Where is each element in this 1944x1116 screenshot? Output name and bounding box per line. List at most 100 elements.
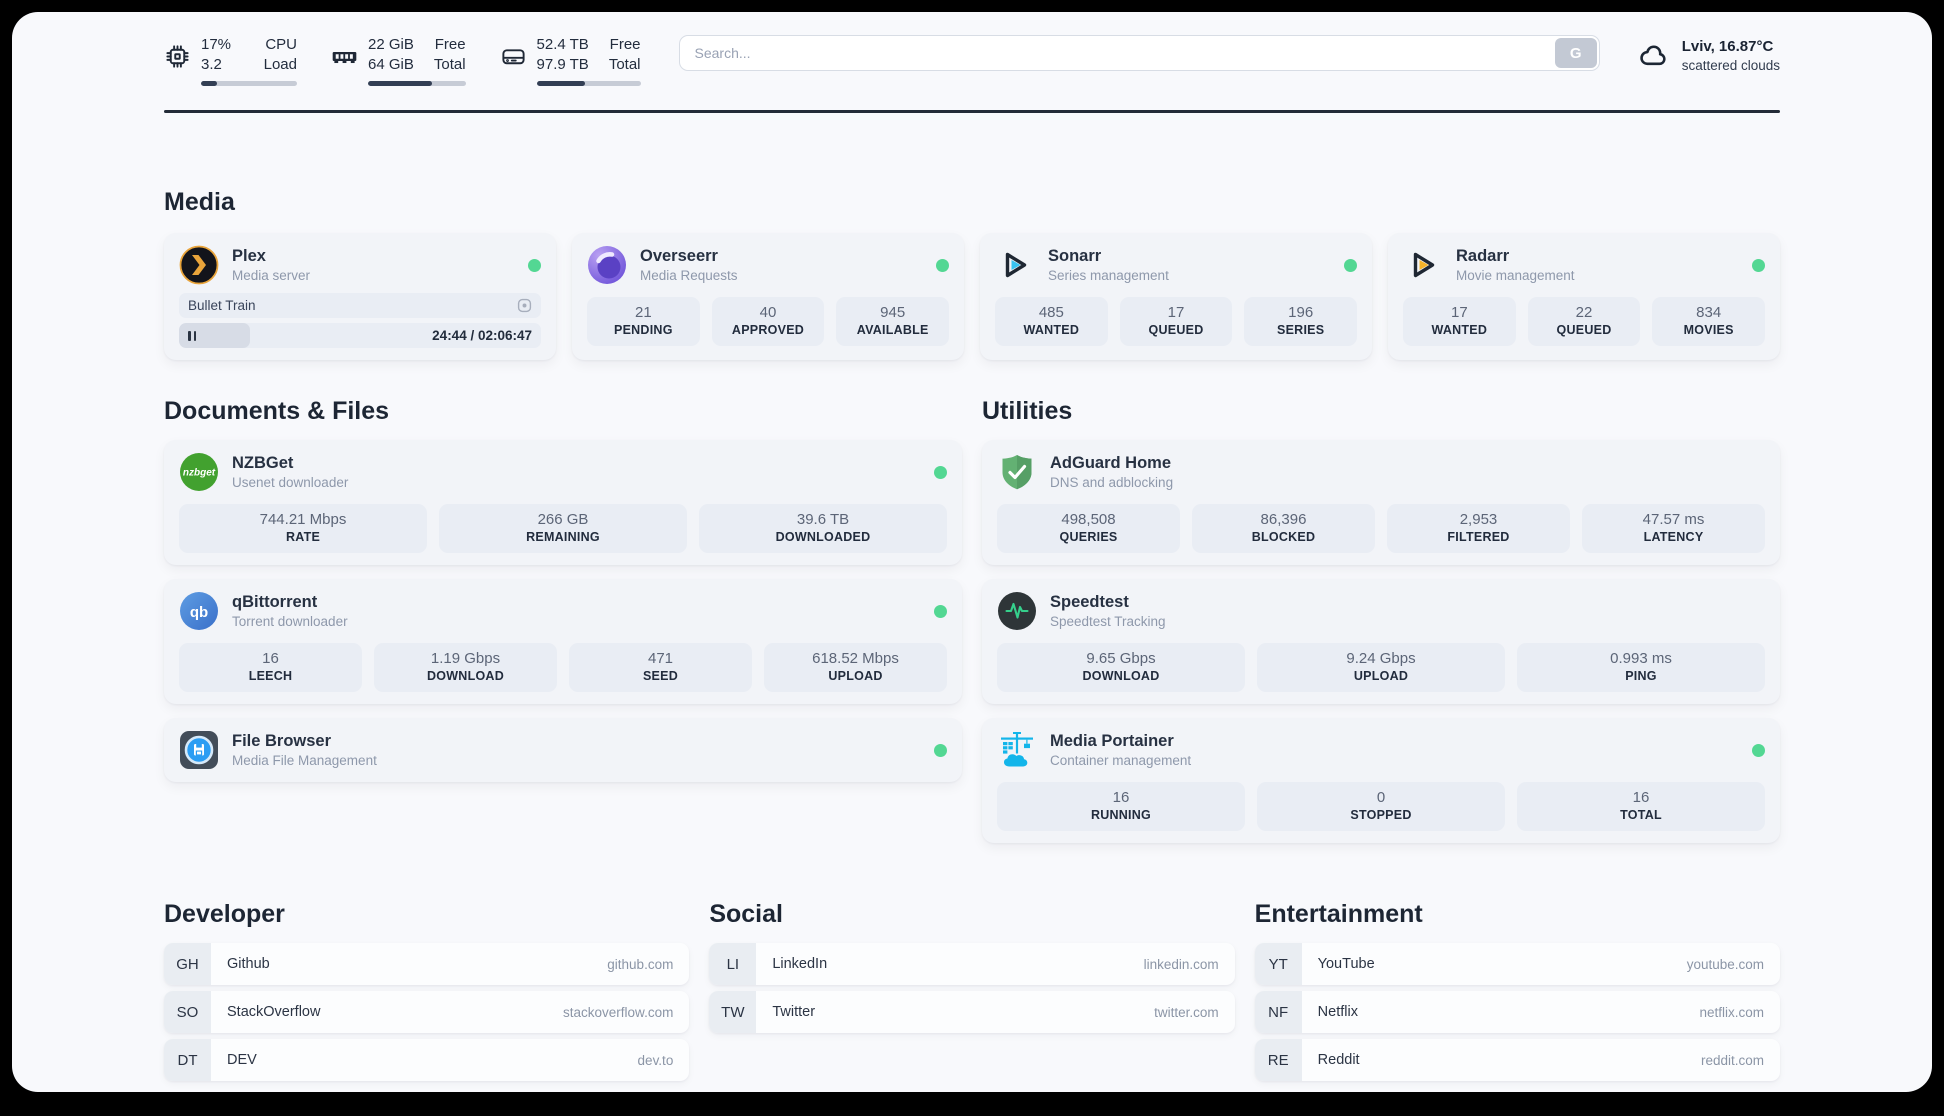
service-description: Series management — [1048, 267, 1169, 283]
bookmark-url: stackoverflow.com — [563, 1004, 674, 1020]
stat-box: 0 STOPPED — [1257, 782, 1505, 831]
bookmark-abbr: NF — [1254, 991, 1302, 1033]
adguard-icon — [1002, 455, 1032, 490]
service-name: Speedtest — [1050, 592, 1129, 611]
bookmark-name: Netflix — [1317, 1004, 1358, 1020]
service-name: File Browser — [232, 731, 332, 750]
search-bar: G — [678, 35, 1600, 71]
bookmark-reddit[interactable]: RE Reddit reddit.com — [1254, 1039, 1780, 1081]
bookmark-netflix[interactable]: NF Netflix netflix.com — [1254, 991, 1780, 1033]
stat-box: 21 PENDING — [587, 297, 700, 346]
filebrowser-icon — [180, 731, 218, 769]
service-card-radarr[interactable]: Radarr Movie management 17 WANTED 22 QUE… — [1388, 233, 1780, 360]
search-engine-button[interactable]: G — [1554, 38, 1597, 68]
stat-box: 86,396 BLOCKED — [1192, 504, 1375, 553]
memory-stat: 22 GiB Free 64 GiB Total — [331, 35, 466, 86]
bookmark-group-social: Social LI LinkedIn linkedin.com TW Twitt… — [709, 899, 1235, 1033]
sonarr-icon — [1005, 252, 1027, 278]
bookmark-group-developer: Developer GH Github github.com SO StackO… — [164, 899, 690, 1081]
bookmark-url: github.com — [607, 956, 674, 972]
service-card-filebrowser[interactable]: File Browser Media File Management — [164, 718, 962, 782]
stat-box: 16 TOTAL — [1517, 782, 1765, 831]
bookmark-abbr: LI — [709, 943, 757, 985]
svg-text:qb: qb — [190, 604, 208, 621]
service-name: Media Portainer — [1050, 731, 1174, 750]
speedtest-icon — [998, 592, 1036, 630]
service-name: Plex — [232, 246, 266, 265]
stat-box: 471 SEED — [569, 643, 752, 692]
stat-box: 266 GB REMAINING — [439, 504, 687, 553]
system-stats: 17% CPU 3.2 Load — [164, 35, 641, 86]
stat-box: 2,953 FILTERED — [1387, 504, 1570, 553]
bookmark-url: youtube.com — [1686, 956, 1764, 972]
bookmark-name: DEV — [227, 1052, 257, 1068]
bookmark-abbr: GH — [164, 943, 211, 985]
section-title-entertainment: Entertainment — [1254, 900, 1423, 928]
search-input[interactable] — [678, 35, 1600, 71]
service-card-speedtest[interactable]: Speedtest Speedtest Tracking 9.65 Gbps D… — [982, 579, 1780, 704]
cpu-icon — [166, 45, 189, 68]
stat-box: 0.993 ms PING — [1517, 643, 1765, 692]
weather-condition: scattered clouds — [1681, 58, 1780, 73]
memory-free-value: 22 GiB — [368, 36, 414, 53]
playback-progress-bar[interactable]: 24:44 / 02:06:47 — [179, 323, 541, 348]
bookmark-url: twitter.com — [1154, 1004, 1219, 1020]
service-name: Sonarr — [1048, 246, 1102, 265]
status-dot — [934, 743, 947, 757]
bookmark-linkedin[interactable]: LI LinkedIn linkedin.com — [709, 943, 1235, 985]
stat-box: 40 APPROVED — [711, 297, 825, 346]
weather-widget: Lviv, 16.87°C scattered clouds — [1638, 35, 1780, 75]
session-icon — [517, 298, 532, 313]
stat-box: 485 WANTED — [995, 297, 1108, 346]
pause-icon[interactable] — [188, 330, 196, 341]
section-title-utilities: Utilities — [982, 397, 1073, 425]
plex-icon — [179, 245, 219, 285]
overseerr-icon — [588, 246, 626, 284]
bookmark-stackoverflow[interactable]: SO StackOverflow stackoverflow.com — [164, 991, 690, 1033]
bookmark-twitter[interactable]: TW Twitter twitter.com — [709, 991, 1235, 1033]
disk-total-value: 97.9 TB — [536, 56, 589, 73]
bookmark-name: LinkedIn — [772, 956, 828, 972]
bookmark-youtube[interactable]: YT YouTube youtube.com — [1254, 943, 1780, 985]
disk-progress-bar — [536, 81, 641, 86]
service-card-nzbget[interactable]: nzbget NZBGet Usenet downloader 744.21 M… — [164, 440, 962, 565]
bookmark-github[interactable]: GH Github github.com — [164, 943, 690, 985]
now-playing-title-row: Bullet Train — [179, 293, 541, 318]
bookmark-url: reddit.com — [1700, 1052, 1764, 1068]
service-card-sonarr[interactable]: Sonarr Series management 485 WANTED 17 Q… — [980, 233, 1372, 360]
dashboard-panel: 17% CPU 3.2 Load — [12, 12, 1932, 1092]
stat-box: 22 QUEUED — [1527, 297, 1641, 346]
service-card-plex[interactable]: Plex Media server Bullet Train — [164, 233, 556, 360]
cpu-label: CPU — [265, 36, 297, 53]
service-description: Torrent downloader — [232, 613, 348, 629]
bookmark-name: YouTube — [1317, 956, 1375, 972]
section-title-media: Media — [164, 188, 235, 216]
stat-box: 196 SERIES — [1244, 297, 1358, 346]
service-description: Media File Management — [232, 752, 377, 768]
memory-total-value: 64 GiB — [368, 56, 414, 73]
stat-box: 834 MOVIES — [1652, 297, 1766, 346]
stat-box: 47.57 ms LATENCY — [1582, 504, 1765, 553]
service-card-qbittorrent[interactable]: qb qBittorrent Torrent downloader 16 — [164, 579, 962, 704]
service-name: Overseerr — [640, 246, 718, 265]
service-card-adguard[interactable]: AdGuard Home DNS and adblocking 498,508 … — [982, 440, 1780, 565]
service-card-portainer[interactable]: Media Portainer Container management 16 … — [982, 718, 1780, 843]
stat-box: 945 AVAILABLE — [836, 297, 950, 346]
service-card-overseerr[interactable]: Overseerr Media Requests 21 PENDING 40 A… — [572, 233, 964, 360]
cpu-percent: 17% — [201, 36, 232, 53]
plex-now-playing: Bullet Train 24:44 / 02:06:47 — [179, 293, 541, 348]
bookmark-name: StackOverflow — [227, 1004, 321, 1020]
bookmark-url: dev.to — [637, 1052, 674, 1068]
service-name: NZBGet — [232, 453, 294, 472]
bookmark-abbr: RE — [1254, 1039, 1302, 1081]
service-description: Usenet downloader — [232, 474, 349, 490]
playback-time: 24:44 / 02:06:47 — [432, 328, 532, 343]
stat-box: 9.65 Gbps DOWNLOAD — [997, 643, 1245, 692]
cloud-icon — [1639, 45, 1666, 66]
weather-location-temp: Lviv, 16.87°C — [1681, 38, 1774, 55]
bookmark-dev[interactable]: DT DEV dev.to — [164, 1039, 690, 1081]
portainer-icon — [1001, 732, 1033, 767]
cpu-load-label: Load — [263, 56, 297, 73]
status-dot — [934, 465, 947, 479]
service-description: Media Requests — [640, 267, 738, 283]
